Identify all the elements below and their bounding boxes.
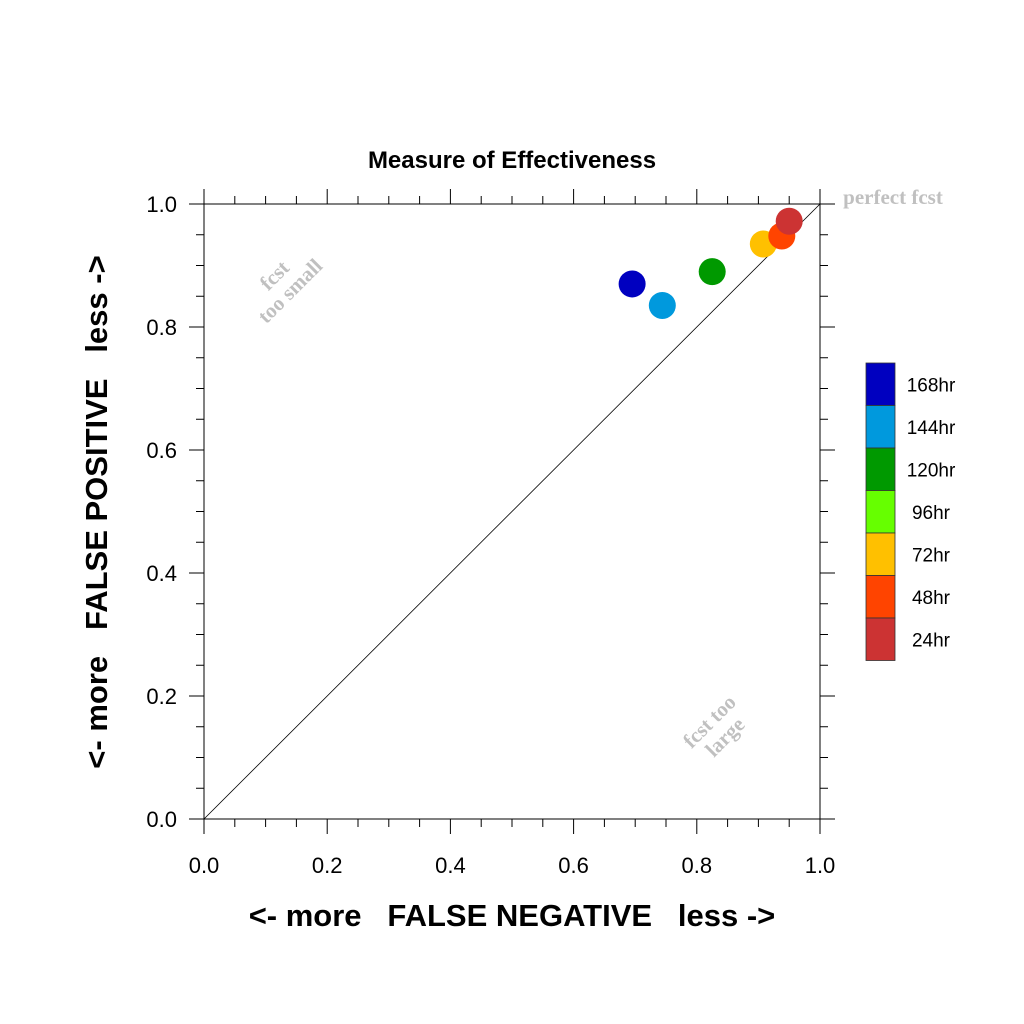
annotation-too-small-line2: too small: [253, 254, 327, 328]
annotation-too-small: fcst too small: [253, 254, 327, 328]
x-tick-label: 0.2: [312, 853, 343, 878]
chart-title: Measure of Effectiveness: [368, 147, 656, 174]
y-tick-label: 0.8: [146, 315, 177, 340]
legend-label: 24hr: [912, 630, 951, 651]
diagonal-line: [203, 203, 821, 820]
y-axis-title: <- more FALSE POSITIVE less ->: [79, 255, 114, 768]
y-tick-label: 0.2: [146, 684, 177, 709]
legend-label: 120hr: [907, 460, 956, 481]
legend-swatch-24hr: [865, 617, 896, 661]
legend-label: 144hr: [907, 418, 956, 439]
legend-label: 96hr: [912, 503, 951, 524]
legend: 168hr 144hr 120hr 96hr 72hr 48hr 24hr: [865, 362, 956, 661]
legend-swatch-48hr: [865, 575, 896, 619]
annotation-perfect-fcst: perfect fcst: [843, 185, 943, 209]
x-tick-label: 0.8: [682, 853, 713, 878]
data-points: [618, 207, 803, 319]
x-axis-title: <- more FALSE NEGATIVE less ->: [249, 898, 776, 933]
legend-swatch-144hr: [865, 405, 896, 449]
tick-marks: [189, 189, 835, 834]
data-point-168hr: [618, 270, 646, 298]
y-tick-label: 1.0: [146, 192, 177, 217]
y-tick-label: 0.6: [146, 438, 177, 463]
legend-label: 48hr: [912, 588, 951, 609]
legend-swatch-120hr: [865, 447, 896, 491]
legend-label: 168hr: [907, 375, 956, 396]
legend-swatch-72hr: [865, 532, 896, 576]
tick-labels: 0.0 0.2 0.4 0.6 0.8 1.0 0.0 0.2 0.4 0.6 0.8 1.0: [146, 192, 835, 878]
y-tick-label: 0.4: [146, 561, 177, 586]
y-tick-label: 0.0: [146, 807, 177, 832]
x-tick-label: 0.4: [435, 853, 466, 878]
data-point-120hr: [698, 258, 726, 286]
x-tick-label: 0.0: [189, 853, 220, 878]
data-point-24hr: [775, 207, 803, 235]
data-point-144hr: [648, 291, 676, 319]
legend-label: 72hr: [912, 545, 951, 566]
annotation-too-large: fcst too large: [678, 690, 749, 761]
legend-swatch-96hr: [865, 490, 896, 534]
x-tick-label: 0.6: [558, 853, 589, 878]
x-tick-label: 1.0: [805, 853, 836, 878]
legend-swatch-168hr: [865, 362, 896, 406]
